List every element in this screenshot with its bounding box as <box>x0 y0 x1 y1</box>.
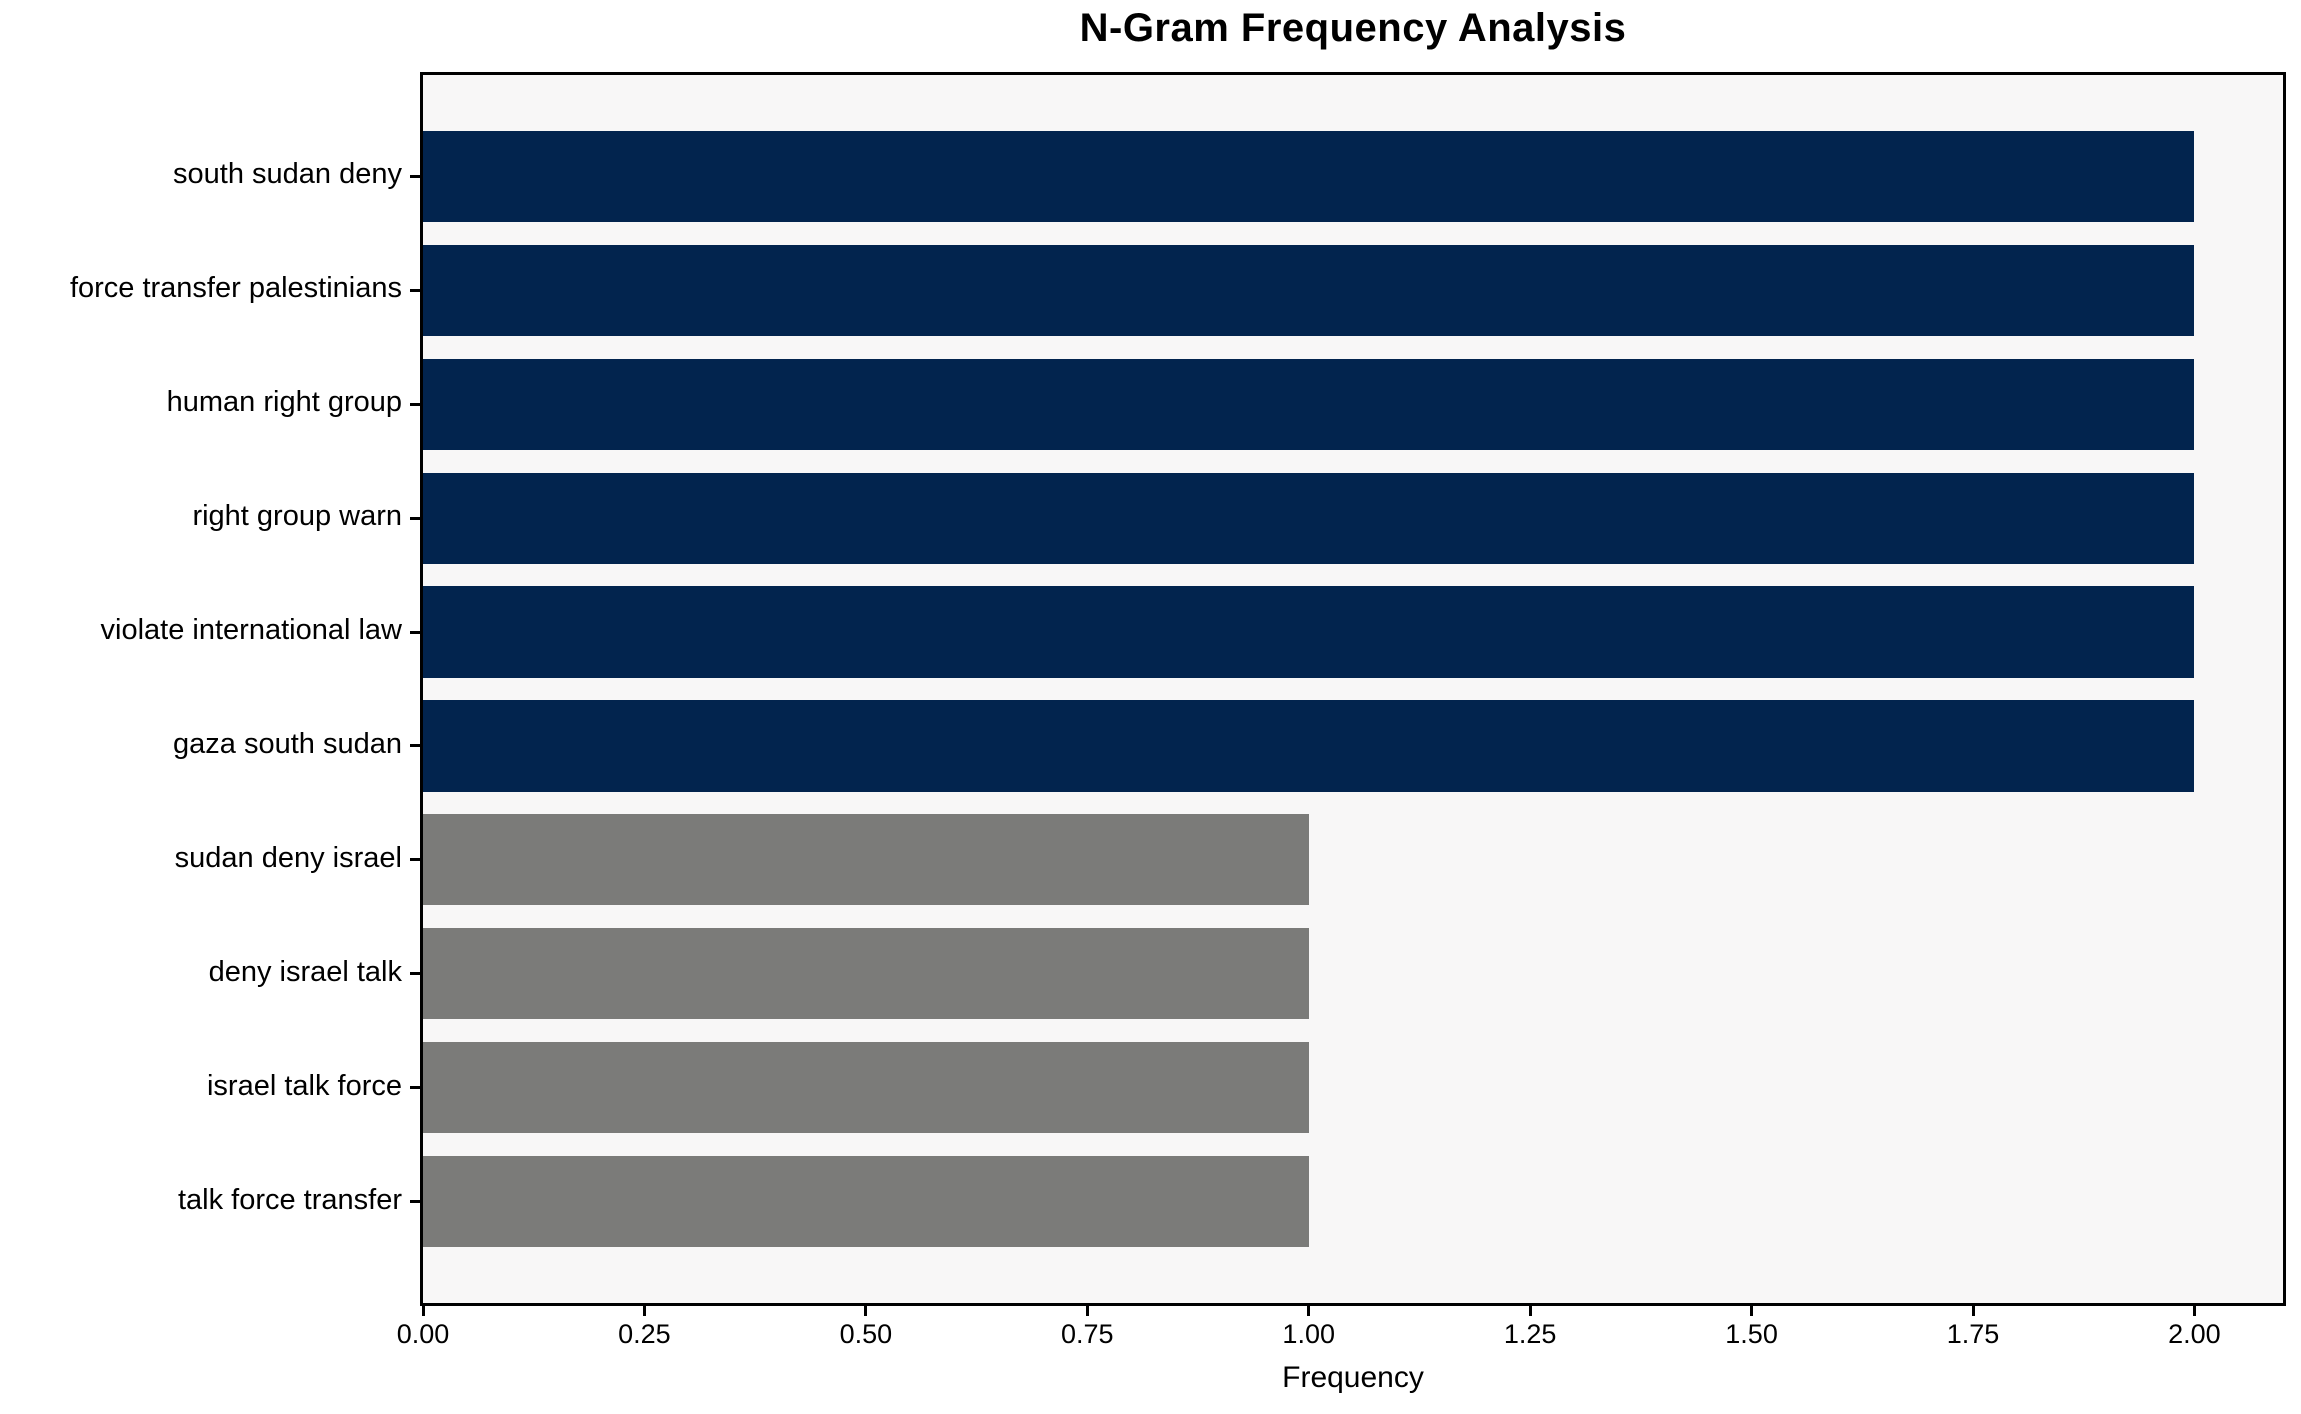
bar <box>423 928 1309 1020</box>
y-tick-mark <box>410 402 420 406</box>
bar <box>423 1156 1309 1248</box>
x-tick-mark <box>1085 1306 1089 1316</box>
y-tick-label: talk force transfer <box>177 1183 402 1216</box>
x-tick-label: 1.75 <box>1946 1319 2000 1349</box>
chart-title: N-Gram Frequency Analysis <box>1079 6 1627 50</box>
x-tick-mark <box>2192 1306 2196 1316</box>
x-tick-label: 0.25 <box>618 1319 671 1349</box>
y-tick-mark <box>410 288 420 292</box>
y-tick-mark <box>410 630 420 634</box>
y-tick-mark <box>410 516 420 520</box>
y-tick-mark <box>410 1086 420 1090</box>
x-tick-mark <box>1528 1306 1532 1316</box>
x-tick-label: 1.50 <box>1725 1319 1778 1349</box>
y-tick-label: right group warn <box>192 500 402 533</box>
x-tick-label: 1.00 <box>1282 1319 1335 1349</box>
bar <box>423 700 2195 792</box>
y-tick-mark <box>410 174 420 178</box>
bar <box>423 244 2195 336</box>
bar <box>423 1042 1309 1134</box>
bar <box>423 586 2195 678</box>
x-tick-mark <box>1307 1306 1311 1316</box>
bar <box>423 472 2195 564</box>
y-tick-label: sudan deny israel <box>174 841 402 874</box>
bar <box>423 358 2195 450</box>
y-tick-label: force transfer palestinians <box>69 272 402 305</box>
y-tick-label: gaza south sudan <box>173 727 402 760</box>
x-tick-mark <box>1750 1306 1754 1316</box>
x-tick-label: 2.00 <box>2168 1319 2221 1349</box>
bar <box>423 814 1309 906</box>
x-tick-label: 0.75 <box>1061 1319 1114 1349</box>
x-tick-mark <box>1971 1306 1975 1316</box>
x-tick-mark <box>864 1306 868 1316</box>
y-tick-label: human right group <box>166 386 402 419</box>
x-tick-mark <box>642 1306 646 1316</box>
x-axis-label: Frequency <box>1282 1361 1424 1394</box>
y-tick-mark <box>410 972 420 976</box>
plot-area: south sudan deny force transfer palestini… <box>70 72 2286 1349</box>
y-tick-label: israel talk force <box>206 1069 402 1102</box>
y-tick-label: deny israel talk <box>208 955 402 988</box>
y-tick-mark <box>410 1200 420 1204</box>
x-tick-label: 1.25 <box>1503 1319 1557 1349</box>
y-tick-mark <box>410 858 420 862</box>
y-tick-mark <box>410 744 420 748</box>
x-tick-mark <box>421 1306 425 1316</box>
x-tick-label: 0.50 <box>839 1319 893 1349</box>
y-tick-label: south sudan deny <box>173 158 402 191</box>
y-tick-label: violate international law <box>100 614 402 647</box>
bar <box>423 130 2195 222</box>
x-tick-label: 0.00 <box>396 1319 450 1349</box>
